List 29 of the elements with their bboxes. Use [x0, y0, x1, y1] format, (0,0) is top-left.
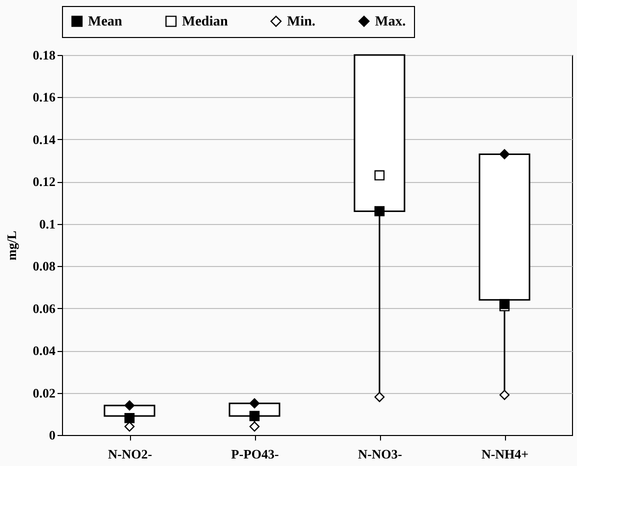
legend-label: Median [182, 14, 228, 30]
y-tick-label: 0.16 [32, 90, 56, 105]
x-tick-label: N-NO3- [358, 446, 402, 462]
point [374, 170, 385, 180]
x-tick-label: N-NO2- [108, 446, 152, 462]
x-tick-label: P-PO43- [231, 446, 279, 462]
point [374, 206, 385, 216]
point [374, 392, 385, 402]
point [124, 413, 135, 424]
point [499, 390, 510, 400]
point [249, 410, 260, 422]
y-tick-label: 0.06 [32, 300, 56, 316]
y-axis-title: mg/L [4, 230, 19, 260]
y-tick-label: 0.04 [32, 343, 56, 358]
y-tick-label: 0.08 [32, 258, 56, 274]
y-tick-label: 0.12 [32, 174, 56, 190]
point [249, 421, 260, 432]
y-tick-label: 0 [49, 428, 56, 442]
legend-label: Mean [88, 14, 122, 30]
point [249, 398, 260, 408]
y-tick-label: 0.14 [32, 132, 56, 147]
x-tick-label: N-NH4+ [481, 446, 529, 462]
point [124, 400, 135, 411]
y-tick-label: 0.18 [32, 48, 56, 62]
point [499, 149, 510, 160]
legend-label: Max. [375, 14, 406, 30]
y-tick-label: 0.1 [39, 216, 56, 232]
y-tick-label: 0.02 [32, 385, 56, 400]
legend-label: Min. [287, 14, 316, 30]
